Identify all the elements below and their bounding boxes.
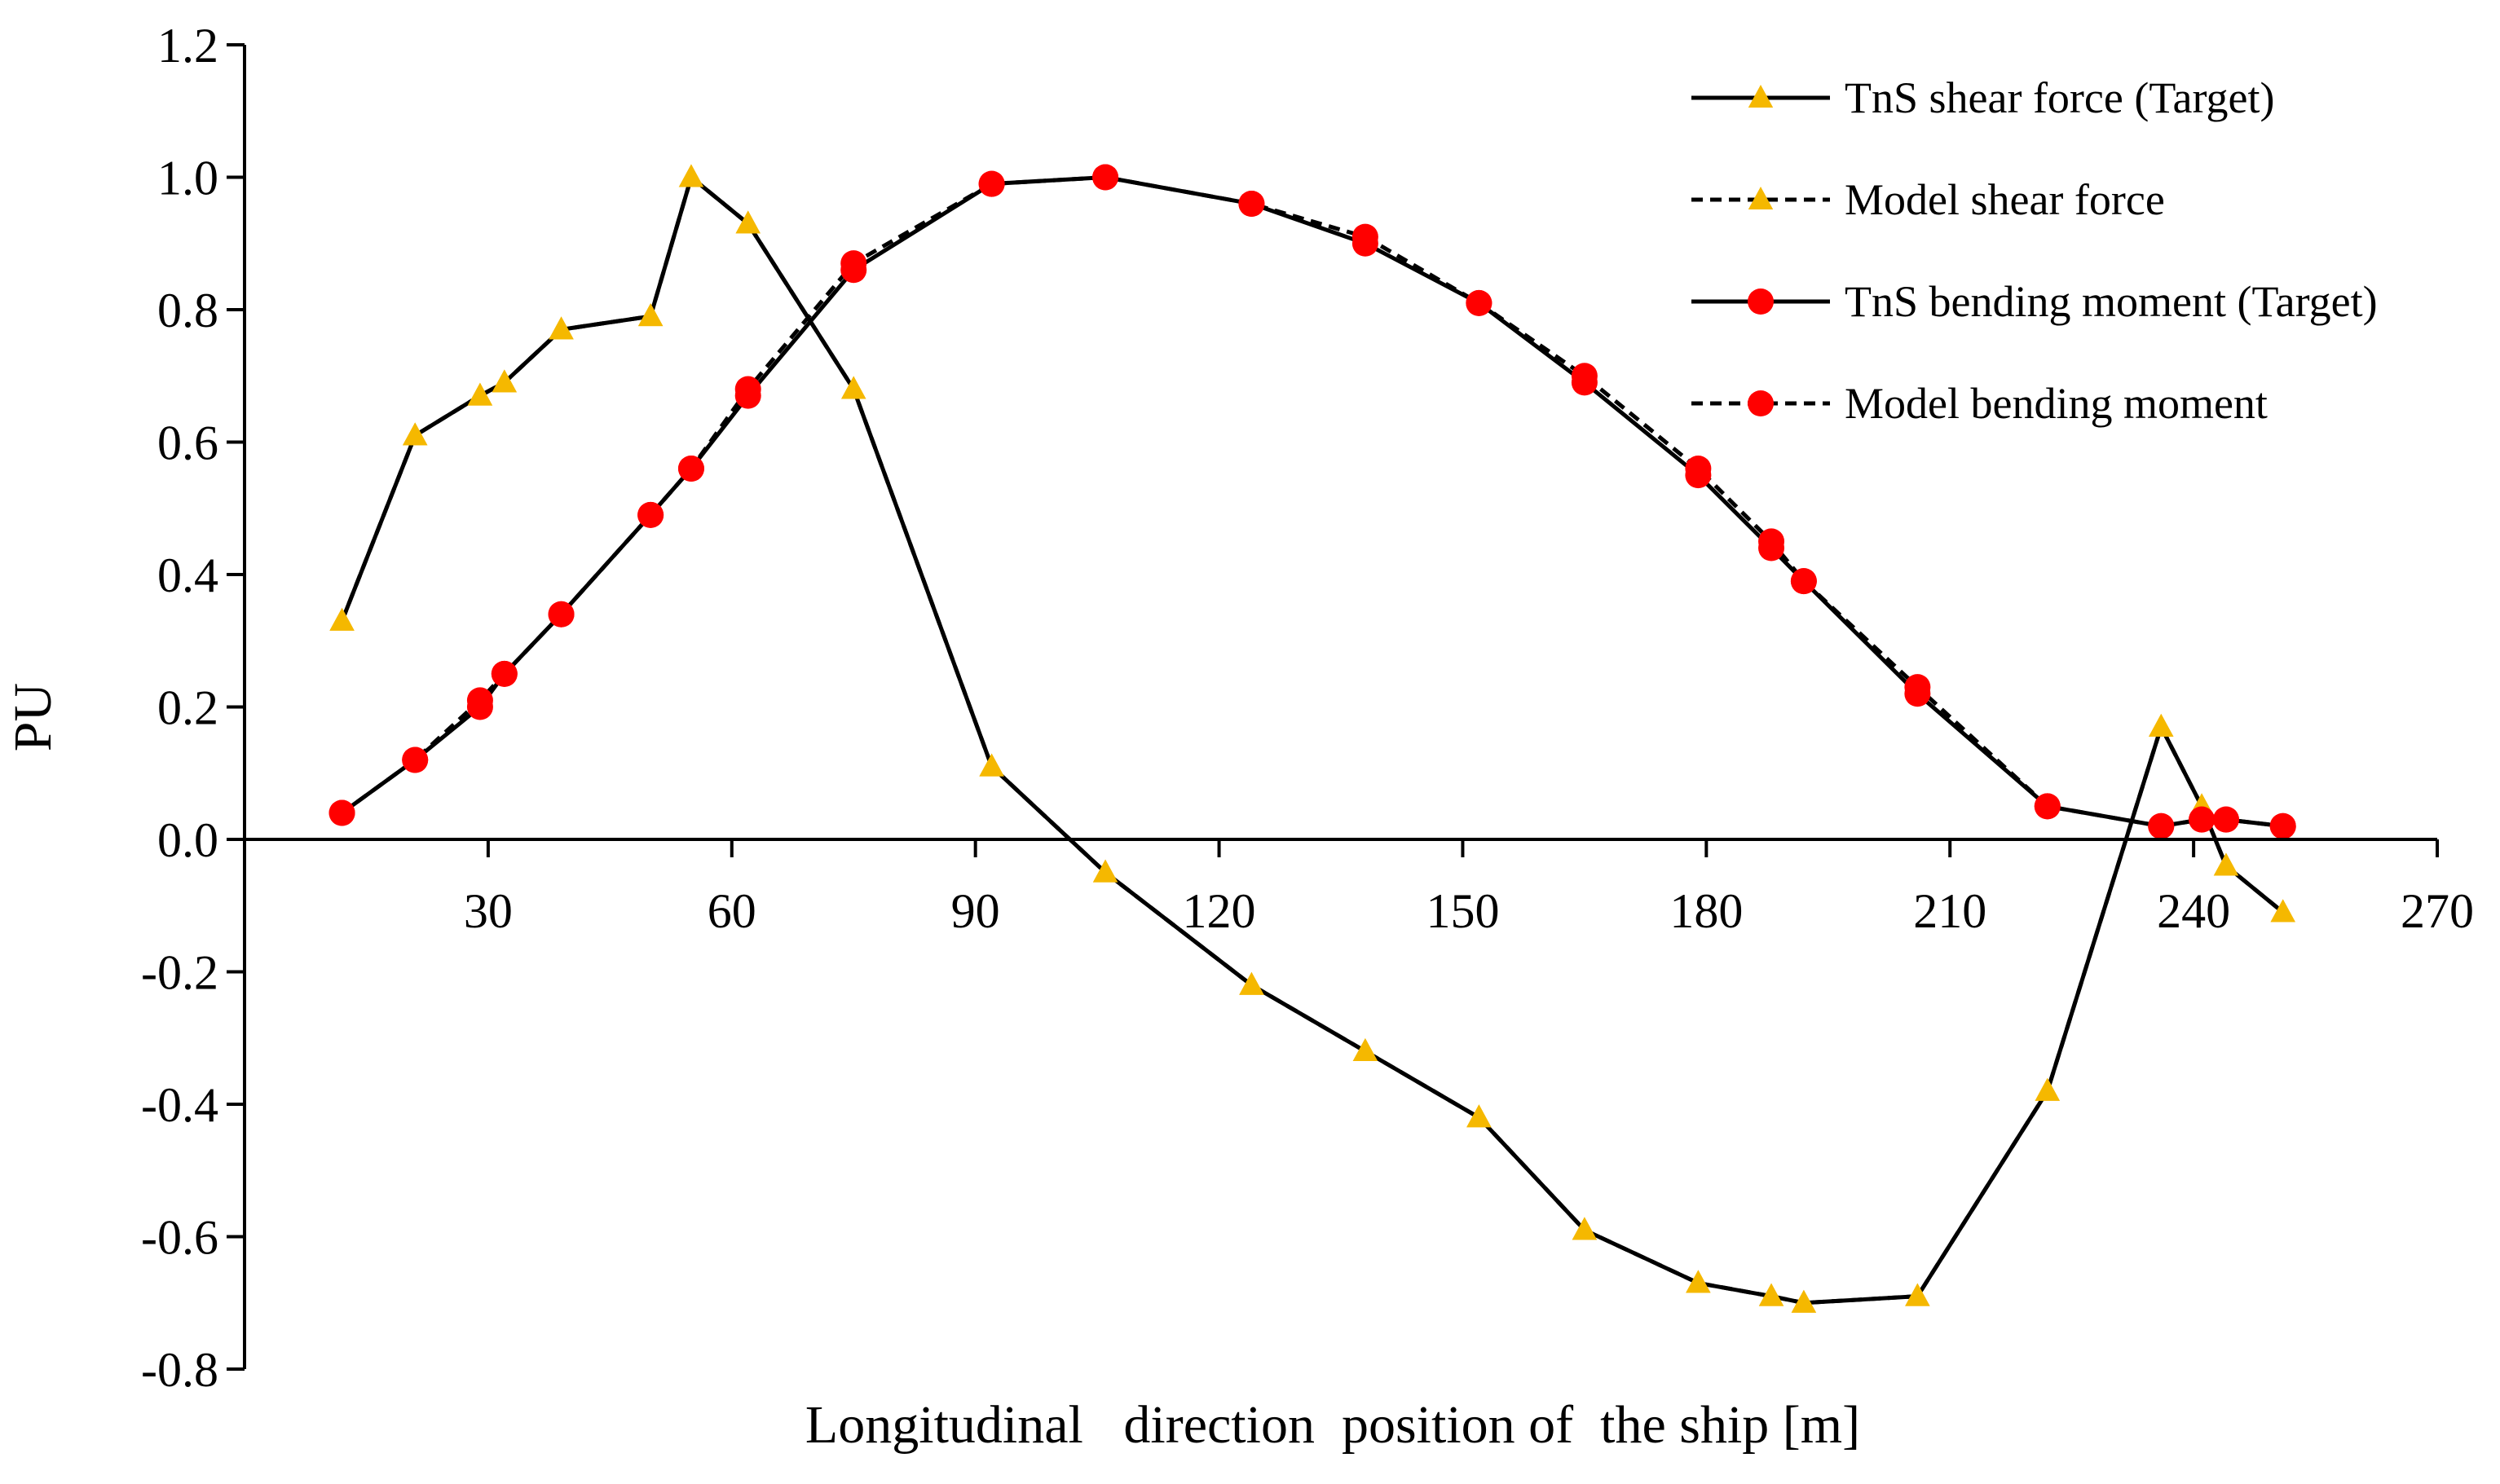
x-tick-label: 120 bbox=[1183, 884, 1256, 938]
data-point-circle bbox=[1571, 363, 1598, 390]
y-tick-label: -0.8 bbox=[141, 1343, 218, 1397]
data-point-triangle bbox=[841, 376, 866, 399]
data-point-triangle bbox=[1092, 859, 1118, 883]
legend-marker-circle bbox=[1748, 390, 1774, 416]
data-point-triangle bbox=[2149, 713, 2174, 737]
y-tick-label: -0.6 bbox=[141, 1211, 218, 1265]
legend-label: Model shear force bbox=[1845, 175, 2165, 224]
data-point-circle bbox=[1758, 528, 1785, 555]
x-tick-label: 180 bbox=[1669, 884, 1743, 938]
data-point-circle bbox=[2189, 806, 2216, 833]
data-point-triangle bbox=[2270, 899, 2295, 923]
data-point-triangle bbox=[1686, 1270, 1711, 1293]
data-point-triangle bbox=[492, 369, 518, 393]
legend-entry-model-bending-moment: Model bending moment bbox=[1691, 379, 2268, 428]
legend-entry-tns-shear-force-target: TnS shear force (Target) bbox=[1691, 73, 2274, 122]
data-point-triangle bbox=[1239, 971, 1264, 995]
data-point-circle bbox=[2212, 806, 2239, 833]
x-tick-label: 90 bbox=[951, 884, 1000, 938]
data-point-triangle bbox=[678, 164, 704, 187]
legend-label: TnS shear force (Target) bbox=[1845, 73, 2274, 122]
data-point-circle bbox=[2148, 812, 2175, 839]
data-point-circle bbox=[1466, 289, 1493, 316]
legend-marker-triangle bbox=[1748, 85, 1774, 108]
series-line-model-shear-force bbox=[340, 175, 2285, 1306]
x-tick-label: 30 bbox=[464, 884, 513, 938]
data-point-circle bbox=[1904, 674, 1931, 701]
data-point-circle bbox=[1685, 456, 1712, 482]
x-tick-label: 270 bbox=[2401, 884, 2474, 938]
series-markers-model-shear-force bbox=[329, 164, 2295, 1313]
y-axis-label: PU bbox=[3, 683, 63, 751]
data-point-triangle bbox=[403, 422, 428, 446]
data-point-triangle bbox=[1352, 1038, 1378, 1061]
legend-entry-tns-bending-moment-target: TnS bending moment (Target) bbox=[1691, 277, 2378, 326]
data-point-circle bbox=[978, 170, 1005, 197]
data-point-triangle bbox=[329, 607, 355, 631]
y-tick-label: -0.2 bbox=[141, 946, 218, 1000]
series-markers-model-bending-moment bbox=[328, 164, 2296, 839]
data-point-circle bbox=[2269, 812, 2296, 839]
data-point-triangle bbox=[979, 753, 1004, 777]
data-point-circle bbox=[2034, 793, 2061, 820]
legend: TnS shear force (Target) Model shear forc… bbox=[1691, 73, 2378, 428]
data-point-triangle bbox=[1905, 1283, 1930, 1306]
data-point-triangle bbox=[1791, 1289, 1817, 1313]
data-point-circle bbox=[677, 456, 704, 482]
data-point-circle bbox=[402, 746, 429, 773]
data-point-triangle bbox=[735, 210, 761, 234]
x-tick-label: 60 bbox=[708, 884, 756, 938]
legend-marker-triangle bbox=[1748, 187, 1774, 209]
x-tick-label: 240 bbox=[2157, 884, 2230, 938]
data-point-circle bbox=[1238, 191, 1265, 217]
data-point-triangle bbox=[1572, 1217, 1598, 1240]
y-tick-label: 0.6 bbox=[157, 416, 218, 470]
y-tick-label: 1.0 bbox=[157, 152, 218, 205]
legend-entry-model-shear-force: Model shear force bbox=[1691, 175, 2165, 224]
legend-label: Model bending moment bbox=[1845, 379, 2268, 428]
data-point-triangle bbox=[2213, 852, 2239, 876]
x-tick-label: 150 bbox=[1426, 884, 1499, 938]
x-tick-label: 210 bbox=[1913, 884, 1986, 938]
series-line-model-bending-moment bbox=[341, 175, 2283, 829]
data-point-triangle bbox=[467, 382, 493, 406]
series-layer bbox=[328, 164, 2296, 1313]
data-point-circle bbox=[840, 250, 867, 277]
data-point-circle bbox=[548, 601, 575, 628]
y-tick-label: 0.0 bbox=[157, 813, 218, 867]
data-point-triangle bbox=[549, 316, 574, 340]
data-point-circle bbox=[734, 376, 761, 403]
x-ticks: 30 60 90 120 150 180 210 240 270 bbox=[464, 839, 2474, 938]
legend-label: TnS bending moment (Target) bbox=[1845, 277, 2378, 326]
y-tick-label: 0.4 bbox=[157, 548, 218, 602]
data-point-triangle bbox=[1466, 1104, 1492, 1128]
data-point-triangle bbox=[637, 303, 664, 327]
y-tick-label: 0.8 bbox=[157, 284, 218, 337]
data-point-circle bbox=[637, 501, 664, 528]
data-point-circle bbox=[328, 799, 355, 826]
data-point-triangle bbox=[1758, 1283, 1784, 1306]
data-point-circle bbox=[491, 660, 518, 687]
legend-marker-circle bbox=[1748, 288, 1774, 315]
data-point-circle bbox=[1351, 223, 1378, 250]
x-axis-label: Longitudinal direction position of the s… bbox=[805, 1395, 1860, 1455]
data-point-circle bbox=[1092, 164, 1119, 191]
y-tick-label: 1.2 bbox=[157, 19, 218, 73]
y-tick-label: 0.2 bbox=[157, 681, 218, 735]
y-tick-label: -0.4 bbox=[141, 1078, 218, 1132]
data-point-triangle bbox=[2035, 1077, 2060, 1101]
y-ticks: 1.2 1.0 0.8 0.6 0.4 0.2 0.0 -0.2 -0.4 -0.6 -0.8 bbox=[141, 19, 245, 1397]
data-point-circle bbox=[466, 687, 493, 714]
data-point-circle bbox=[1790, 568, 1817, 595]
